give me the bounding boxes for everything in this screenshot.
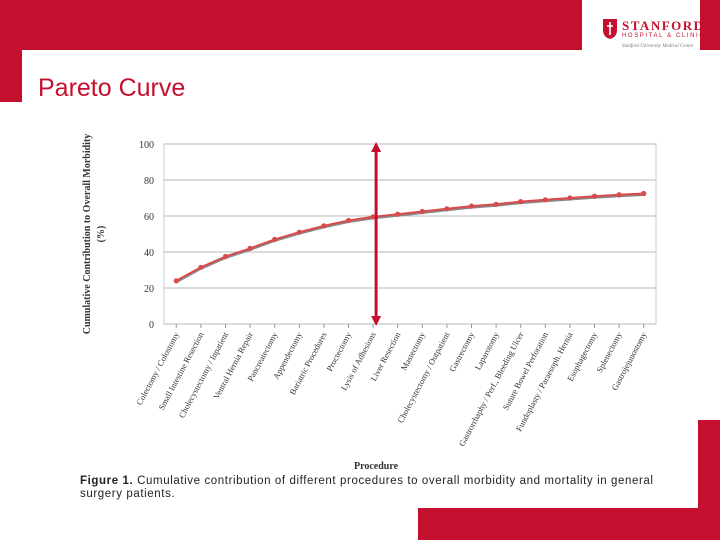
data-point	[395, 211, 401, 217]
plot-area	[163, 143, 657, 325]
y-tick-label: 40	[144, 248, 154, 259]
footer-bar-stem	[698, 420, 720, 508]
x-tick-label: Colectomy / Colostomy	[134, 330, 181, 407]
slide-title: Pareto Curve	[38, 74, 186, 102]
caption-text: Cumulative contribution of different pro…	[80, 475, 654, 500]
header-bar	[0, 0, 582, 50]
series-line-shadow	[175, 194, 644, 284]
logo-subname: HOSPITAL & CLINICS	[622, 33, 711, 39]
footer-bar	[418, 508, 720, 540]
figure-caption: Figure 1. Cumulative contribution of dif…	[80, 475, 670, 501]
y-tick-label: 20	[144, 284, 154, 295]
caption-label: Figure 1.	[80, 475, 134, 487]
series-group	[173, 190, 647, 284]
shield-icon	[603, 19, 617, 39]
data-point	[641, 190, 647, 197]
gridlines	[164, 143, 656, 325]
header-bar-right	[700, 0, 720, 50]
y-tick-label: 60	[144, 212, 154, 223]
data-point	[222, 253, 229, 260]
series-line	[175, 192, 644, 282]
data-point	[272, 236, 278, 242]
data-point	[493, 201, 499, 207]
y-tick-label: 80	[144, 176, 154, 187]
data-point	[419, 208, 425, 215]
data-point	[518, 199, 524, 205]
logo-name: STANFORD	[622, 18, 705, 33]
data-point	[444, 206, 450, 212]
data-point	[173, 278, 179, 284]
y-tick-label: 0	[149, 320, 154, 331]
y-axis-label: Cumulative Contribution to Overall Morbi…	[82, 134, 93, 334]
x-tick-label: Suture Bowel Perforation	[500, 330, 550, 412]
data-point	[345, 217, 352, 224]
y-tick-labels: 0 20 40 60 80 100	[139, 140, 154, 331]
data-point	[591, 193, 598, 199]
data-point	[542, 197, 548, 203]
pareto-chart: 0 20 40 60 80 100 Colectomy / ColostomySmall …	[82, 134, 657, 472]
stanford-logo: STANFORD HOSPITAL & CLINICS Stanford Uni…	[600, 14, 709, 54]
data-point	[296, 229, 302, 235]
x-tick-label: Small Intestine Resection	[156, 330, 206, 412]
data-point	[468, 203, 475, 209]
data-point	[567, 195, 573, 201]
y-tick-label: 100	[139, 140, 154, 151]
data-point	[321, 223, 327, 229]
x-axis-label: Procedure	[354, 461, 399, 472]
header-bar-stem	[0, 50, 22, 102]
x-tick-label: Cholecystectomy / Outpatient	[395, 330, 452, 425]
data-point	[247, 245, 253, 251]
data-point	[198, 264, 204, 270]
data-point	[616, 192, 622, 198]
logo-tagline: Stanford University Medical Center	[622, 44, 694, 49]
y-axis-label-unit: (%)	[96, 226, 107, 243]
